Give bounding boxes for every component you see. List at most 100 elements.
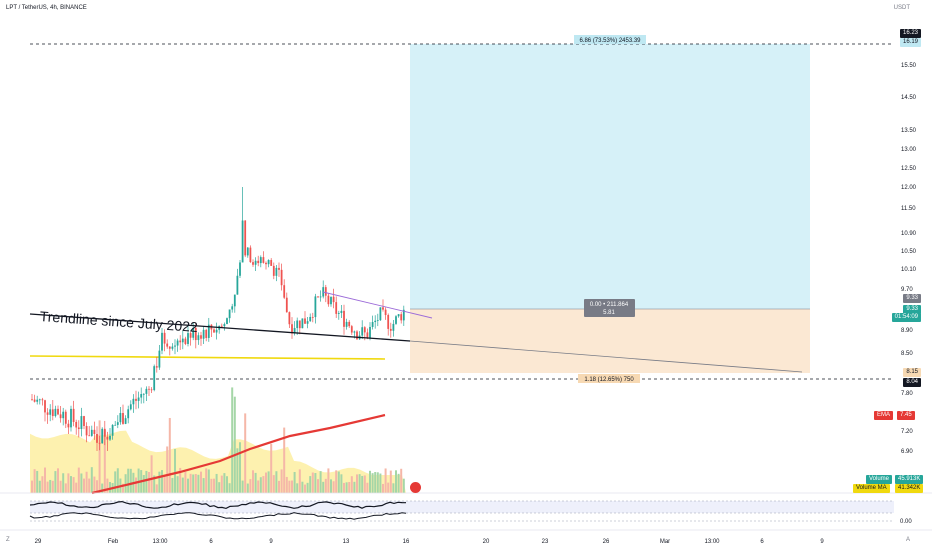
candle-body [85, 425, 88, 436]
candle-body [246, 247, 249, 256]
volume-bar [122, 483, 124, 493]
candle-body [145, 388, 148, 394]
candle-body [153, 366, 156, 391]
candle-body [207, 324, 210, 338]
volume-bar [275, 471, 278, 493]
volume-bar [197, 474, 200, 493]
volume-bar [116, 468, 119, 493]
candle-body [101, 428, 104, 444]
candle-body [379, 307, 382, 321]
candle-body [353, 331, 356, 333]
candle-body [137, 397, 140, 401]
entry-tag: 9.33 [903, 294, 921, 303]
candle-body [124, 418, 127, 424]
volume-bar [109, 482, 111, 493]
volume-bar [176, 476, 179, 493]
candle-body [72, 408, 75, 422]
volume-bar [345, 482, 348, 493]
candle-body [62, 411, 65, 419]
stop-label-box [578, 374, 640, 383]
candle-body [249, 247, 252, 263]
volume-bar [31, 480, 33, 493]
volume-bar [44, 467, 46, 493]
volume-bar [62, 473, 65, 493]
candle-body [324, 287, 327, 296]
price-tick: 10.90 [901, 231, 917, 237]
stop-label: 1.18 (12.65%) 750 [584, 377, 634, 383]
flag-icon[interactable] [410, 482, 421, 493]
volume-bar [75, 482, 78, 493]
currency-label: USDT [893, 5, 910, 11]
volume-bar [280, 469, 283, 493]
trendline [29, 313, 411, 342]
candle-body [335, 302, 338, 314]
volume-bar [270, 443, 273, 493]
candle-body [90, 429, 93, 436]
volume-bar [171, 477, 174, 493]
timezone-button[interactable]: Z [6, 537, 10, 543]
oscillator-line-fast [29, 500, 407, 510]
candle-body [77, 427, 80, 429]
volume-bar [124, 474, 127, 493]
volume-bar [205, 468, 208, 493]
candle-body [200, 335, 202, 339]
volume-bar [259, 477, 262, 493]
volume-bar [304, 484, 306, 493]
volume-bar [330, 479, 332, 493]
candle-body [395, 316, 397, 324]
candle-body [254, 260, 257, 265]
candle-body [44, 400, 46, 413]
volume-bar [246, 483, 249, 493]
candle-body [228, 309, 231, 319]
volume-bar [392, 483, 395, 493]
candle-body [291, 324, 293, 334]
candle-body [116, 422, 119, 425]
volume-bar [343, 482, 345, 493]
ema-value-tag: 7.45 [897, 411, 915, 420]
candle-body [231, 306, 234, 310]
candle-body [296, 320, 299, 329]
volume-bar [379, 473, 382, 493]
volume-bar [387, 482, 390, 493]
volume-bar [322, 481, 325, 493]
time-tick: 26 [603, 539, 610, 545]
candle-body [241, 220, 244, 263]
volume-bar [350, 476, 353, 493]
candle-body [187, 333, 189, 344]
volume-bar [163, 474, 166, 493]
volume-bar [64, 483, 67, 493]
volume-bar [215, 473, 218, 493]
volume-ma-value-tag: 41.342K [895, 484, 924, 493]
volume-bar [272, 475, 275, 493]
target-tag: 16.19 [899, 38, 921, 47]
candle-body [317, 296, 319, 298]
candle-body [280, 269, 283, 286]
candle-body [220, 325, 223, 327]
volume-bar [36, 470, 39, 493]
time-tick: 13:00 [704, 539, 720, 545]
price-axis[interactable]: 15.50 14.50 13.50 13.00 12.50 12.00 11.50 10.90… [901, 63, 917, 455]
time-tick: 23 [542, 539, 549, 545]
volume-bar [202, 478, 205, 493]
volume-bar [38, 480, 41, 493]
volume-bar [324, 478, 327, 493]
candle-body [129, 404, 132, 410]
volume-bar [59, 480, 62, 493]
volume-bar [54, 471, 57, 493]
price-tick: 9.70 [901, 287, 913, 293]
candle-body [163, 332, 166, 344]
time-tick: 29 [35, 539, 42, 545]
volume-bar [231, 387, 234, 493]
volume-bar [327, 468, 330, 493]
oscillator-band [30, 501, 894, 513]
candle-body [340, 310, 343, 313]
candle-body [283, 285, 286, 298]
price-tick: 15.50 [901, 63, 917, 69]
candle-body [252, 262, 254, 265]
volume-bar [348, 482, 351, 493]
auto-scale-button[interactable]: A [905, 537, 910, 543]
time-axis[interactable]: 29 Feb 13:00 6 9 13 16 20 23 26 Mar 13:00 6 9 [35, 539, 825, 545]
price-tick: 7.20 [901, 429, 913, 435]
